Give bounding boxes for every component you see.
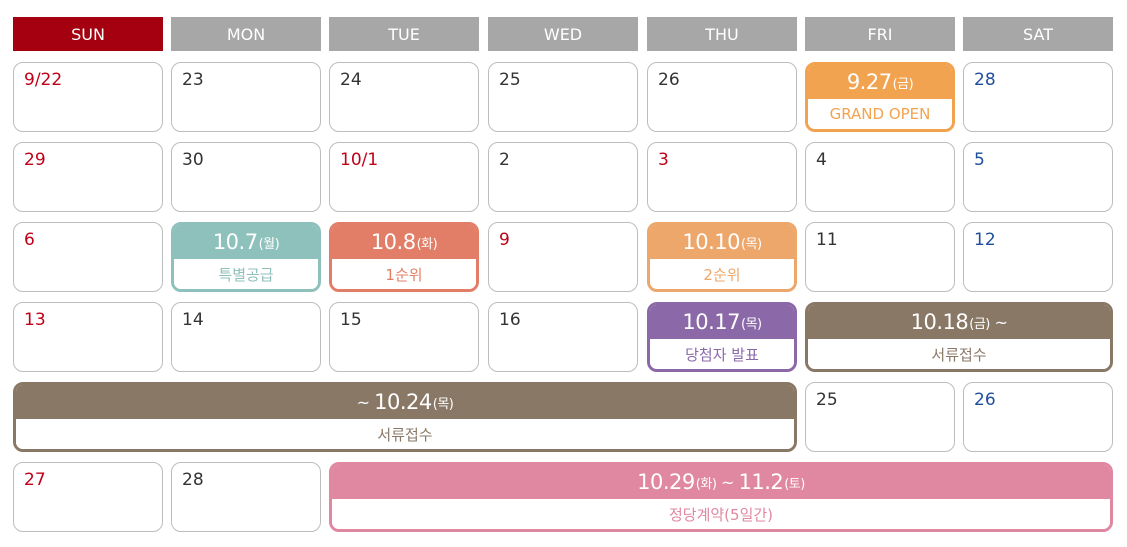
day-number: 23 bbox=[182, 70, 204, 90]
event-grand-open: 9.27 (금) GRAND OPEN bbox=[805, 62, 955, 132]
day-cell: 13 bbox=[13, 302, 163, 372]
event-label: GRAND OPEN bbox=[808, 99, 952, 129]
event-label: 서류접수 bbox=[808, 339, 1110, 369]
day-cell: 23 bbox=[171, 62, 321, 132]
day-cell: 4 bbox=[805, 142, 955, 212]
event-document-submission-start: 10.18 (금) ~ 서류접수 bbox=[805, 302, 1113, 372]
event-label: 당첨자 발표 bbox=[650, 339, 794, 369]
day-cell: 30 bbox=[171, 142, 321, 212]
event-winners-announcement: 10.17 (목) 당첨자 발표 bbox=[647, 302, 797, 372]
day-cell: 10/1 bbox=[329, 142, 479, 212]
event-date: 10.18 (금) ~ bbox=[808, 305, 1110, 339]
day-cell: 3 bbox=[647, 142, 797, 212]
day-number: 14 bbox=[182, 310, 204, 330]
day-number: 5 bbox=[974, 150, 985, 170]
event-label: 정당계약(5일간) bbox=[332, 499, 1110, 529]
day-number: 25 bbox=[499, 70, 521, 90]
day-cell: 5 bbox=[963, 142, 1113, 212]
day-number: 9/22 bbox=[24, 70, 63, 90]
event-date: 10.17 (목) bbox=[650, 305, 794, 339]
event-contract: 10.29 (화) ~ 11.2 (토) 정당계약(5일간) bbox=[329, 462, 1113, 532]
day-cell: 26 bbox=[647, 62, 797, 132]
day-cell: 24 bbox=[329, 62, 479, 132]
weekday-header-thu: THU bbox=[647, 17, 797, 51]
weekday-header-tue: TUE bbox=[329, 17, 479, 51]
day-number: 11 bbox=[816, 230, 838, 250]
day-number: 28 bbox=[974, 70, 996, 90]
day-number: 25 bbox=[816, 390, 838, 410]
weekday-header-sun: SUN bbox=[13, 17, 163, 51]
day-number: 24 bbox=[340, 70, 362, 90]
day-cell: 2 bbox=[488, 142, 638, 212]
weekday-header-fri: FRI bbox=[805, 17, 955, 51]
day-number: 4 bbox=[816, 150, 827, 170]
day-number: 30 bbox=[182, 150, 204, 170]
day-number: 10/1 bbox=[340, 150, 379, 170]
event-date: 10.29 (화) ~ 11.2 (토) bbox=[332, 465, 1110, 499]
event-label: 서류접수 bbox=[16, 419, 794, 449]
event-first-priority: 10.8 (화) 1순위 bbox=[329, 222, 479, 292]
day-cell: 28 bbox=[963, 62, 1113, 132]
event-label: 1순위 bbox=[332, 259, 476, 289]
day-cell: 28 bbox=[171, 462, 321, 532]
day-cell: 25 bbox=[488, 62, 638, 132]
event-date: ~ 10.24 (목) bbox=[16, 385, 794, 419]
day-number: 2 bbox=[499, 150, 510, 170]
event-document-submission-end: ~ 10.24 (목) 서류접수 bbox=[13, 382, 797, 452]
event-date: 10.10 (목) bbox=[650, 225, 794, 259]
event-label: 2순위 bbox=[650, 259, 794, 289]
day-number: 26 bbox=[658, 70, 680, 90]
day-cell: 14 bbox=[171, 302, 321, 372]
day-number: 29 bbox=[24, 150, 46, 170]
day-cell: 29 bbox=[13, 142, 163, 212]
weekday-header-mon: MON bbox=[171, 17, 321, 51]
day-cell: 6 bbox=[13, 222, 163, 292]
day-number: 28 bbox=[182, 470, 204, 490]
day-cell: 9 bbox=[488, 222, 638, 292]
day-number: 13 bbox=[24, 310, 46, 330]
day-cell: 9/22 bbox=[13, 62, 163, 132]
event-date: 10.8 (화) bbox=[332, 225, 476, 259]
day-number: 12 bbox=[974, 230, 996, 250]
day-cell: 25 bbox=[805, 382, 955, 452]
weekday-header-sat: SAT bbox=[963, 17, 1113, 51]
day-number: 9 bbox=[499, 230, 510, 250]
day-number: 15 bbox=[340, 310, 362, 330]
day-number: 26 bbox=[974, 390, 996, 410]
weekday-header-wed: WED bbox=[488, 17, 638, 51]
event-special-supply: 10.7 (월) 특별공급 bbox=[171, 222, 321, 292]
day-cell: 26 bbox=[963, 382, 1113, 452]
event-date: 9.27 (금) bbox=[808, 65, 952, 99]
day-cell: 27 bbox=[13, 462, 163, 532]
day-cell: 16 bbox=[488, 302, 638, 372]
day-number: 16 bbox=[499, 310, 521, 330]
day-number: 27 bbox=[24, 470, 46, 490]
day-number: 6 bbox=[24, 230, 35, 250]
day-cell: 12 bbox=[963, 222, 1113, 292]
event-date: 10.7 (월) bbox=[174, 225, 318, 259]
event-label: 특별공급 bbox=[174, 259, 318, 289]
event-second-priority: 10.10 (목) 2순위 bbox=[647, 222, 797, 292]
day-cell: 11 bbox=[805, 222, 955, 292]
day-number: 3 bbox=[658, 150, 669, 170]
day-cell: 15 bbox=[329, 302, 479, 372]
